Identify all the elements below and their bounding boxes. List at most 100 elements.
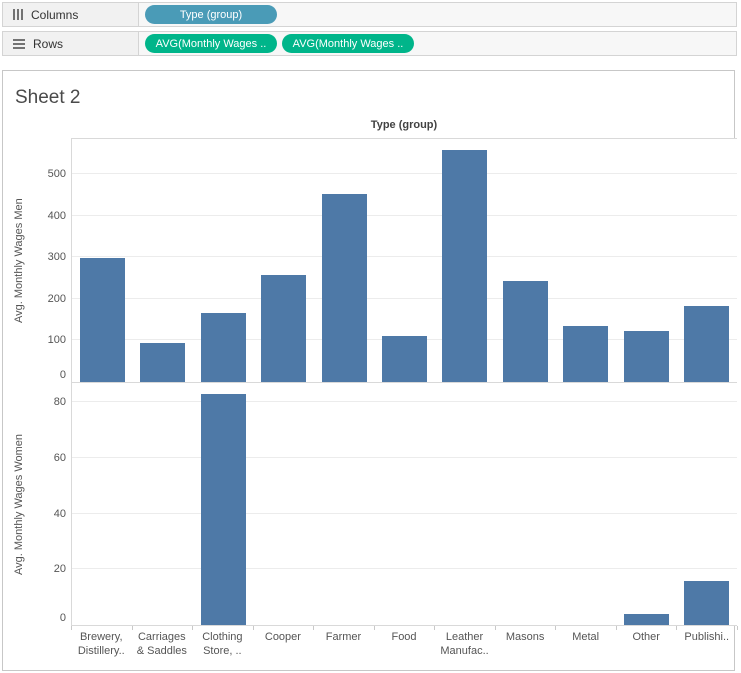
bar-slot bbox=[374, 383, 434, 625]
x-axis-label: Masons bbox=[505, 631, 545, 643]
y-tick-label: 60 bbox=[53, 452, 66, 465]
x-axis-tick bbox=[737, 626, 738, 630]
bar-food[interactable] bbox=[381, 335, 427, 382]
x-axis-label: Other bbox=[632, 631, 660, 643]
pill-avg-monthly-wages-women[interactable]: AVG(Monthly Wages .. bbox=[282, 34, 414, 53]
bar-slot bbox=[193, 139, 253, 382]
bar-clothing-store[interactable] bbox=[200, 394, 246, 625]
worksheet: Sheet 2 Type (group) Avg. Monthly Wages … bbox=[2, 70, 738, 671]
x-axis-label: Clothing Store, .. bbox=[202, 631, 243, 657]
rows-shelf[interactable]: Rows AVG(Monthly Wages .. AVG(Monthly Wa… bbox=[2, 31, 737, 56]
x-axis-label: Carriages & Saddles bbox=[136, 631, 187, 657]
gridline bbox=[72, 457, 737, 459]
bar-slot bbox=[495, 383, 555, 625]
x-axis-label: Metal bbox=[572, 631, 600, 643]
y-tick-label: 0 bbox=[59, 612, 66, 624]
x-axis-tick bbox=[252, 626, 254, 630]
bar-publishi[interactable] bbox=[684, 306, 730, 382]
y-tick-label: 80 bbox=[53, 396, 66, 409]
columns-icon bbox=[13, 9, 23, 20]
bar-slot bbox=[677, 139, 737, 382]
x-axis-tick bbox=[494, 626, 496, 630]
bar-slot bbox=[556, 383, 616, 625]
bar-metal[interactable] bbox=[563, 326, 609, 382]
rows-icon bbox=[13, 38, 25, 49]
x-axis-tick bbox=[313, 626, 315, 630]
bar-publishi[interactable] bbox=[684, 580, 730, 625]
y-tick-label: 300 bbox=[47, 251, 66, 264]
bars bbox=[72, 139, 737, 382]
y-tick-label: 400 bbox=[47, 209, 66, 222]
x-axis-tick bbox=[131, 626, 133, 630]
x-axis-label: Farmer bbox=[325, 631, 362, 643]
bars bbox=[72, 383, 737, 625]
x-axis-tick bbox=[615, 626, 617, 630]
y-tick-label: 500 bbox=[47, 168, 66, 181]
bar-carriages-saddles[interactable] bbox=[140, 342, 186, 382]
y-axis-title-women: Avg. Monthly Wages Women bbox=[13, 433, 25, 576]
bar-slot bbox=[132, 383, 192, 625]
x-axis-tick bbox=[373, 626, 375, 630]
bar-brewery-distillery[interactable] bbox=[79, 258, 125, 382]
x-axis-tick bbox=[676, 626, 678, 630]
bar-clothing-store[interactable] bbox=[200, 313, 246, 382]
x-axis-label: Publishi.. bbox=[684, 631, 730, 643]
bar-slot bbox=[616, 139, 676, 382]
chart-panel-men: 0 100 200 300 400 500 bbox=[48, 138, 737, 383]
chart-panel-women: 0 20 40 60 80 bbox=[54, 383, 737, 626]
x-axis-label: Brewery, Distillery.. bbox=[77, 631, 125, 657]
rows-shelf-label: Rows bbox=[3, 32, 139, 55]
bar-cooper[interactable] bbox=[261, 274, 307, 382]
bar-farmer[interactable] bbox=[321, 194, 367, 382]
gridline bbox=[72, 568, 737, 570]
bar-slot bbox=[72, 383, 132, 625]
bar-slot bbox=[132, 139, 192, 382]
bar-slot bbox=[253, 139, 313, 382]
columns-pill-area[interactable]: Type (group) bbox=[139, 3, 736, 26]
gridline bbox=[72, 512, 737, 514]
bar-other[interactable] bbox=[623, 613, 669, 625]
bar-other[interactable] bbox=[623, 331, 669, 382]
gridline bbox=[72, 401, 737, 403]
bar-slot bbox=[314, 383, 374, 625]
x-axis-tick bbox=[192, 626, 194, 630]
gridline bbox=[72, 214, 737, 216]
x-axis-label: Leather Manufac.. bbox=[440, 631, 489, 657]
y-tick-label: 20 bbox=[53, 563, 66, 576]
columns-shelf-label-text: Columns bbox=[31, 7, 79, 22]
y-tick-label: 100 bbox=[47, 334, 66, 347]
x-axis-tick bbox=[434, 626, 436, 630]
x-axis-label: Food bbox=[391, 631, 417, 643]
gridline bbox=[72, 173, 737, 175]
bar-slot bbox=[435, 139, 495, 382]
pill-type-group[interactable]: Type (group) bbox=[145, 5, 277, 24]
bar-slot bbox=[193, 383, 253, 625]
x-axis-label: Cooper bbox=[264, 631, 301, 643]
y-tick-label: 200 bbox=[47, 292, 66, 305]
x-axis-tick bbox=[555, 626, 557, 630]
bar-leather-manufac[interactable] bbox=[442, 150, 488, 382]
rows-pill-area[interactable]: AVG(Monthly Wages .. AVG(Monthly Wages .… bbox=[139, 32, 736, 55]
bar-slot bbox=[556, 139, 616, 382]
x-axis-labels: Brewery, Distillery.. Carriages & Saddles Cl… bbox=[71, 630, 737, 658]
bar-slot bbox=[616, 383, 676, 625]
rows-shelf-label-text: Rows bbox=[33, 36, 64, 51]
bar-masons[interactable] bbox=[502, 281, 548, 382]
bar-slot bbox=[374, 139, 434, 382]
bar-slot bbox=[72, 139, 132, 382]
gridline bbox=[72, 297, 737, 299]
bar-slot bbox=[677, 383, 737, 625]
sheet-title: Sheet 2 bbox=[15, 87, 81, 108]
y-tick-label: 0 bbox=[59, 369, 66, 381]
columns-shelf-label: Columns bbox=[3, 3, 139, 26]
bar-slot bbox=[314, 139, 374, 382]
pill-avg-monthly-wages-men[interactable]: AVG(Monthly Wages .. bbox=[145, 34, 277, 53]
gridline bbox=[72, 256, 737, 258]
bar-slot bbox=[253, 383, 313, 625]
columns-shelf[interactable]: Columns Type (group) bbox=[2, 2, 737, 27]
bar-slot bbox=[435, 383, 495, 625]
y-tick-label: 40 bbox=[53, 507, 66, 520]
x-axis-tick bbox=[71, 626, 72, 630]
column-field-header: Type (group) bbox=[370, 119, 438, 131]
bar-slot bbox=[495, 139, 555, 382]
